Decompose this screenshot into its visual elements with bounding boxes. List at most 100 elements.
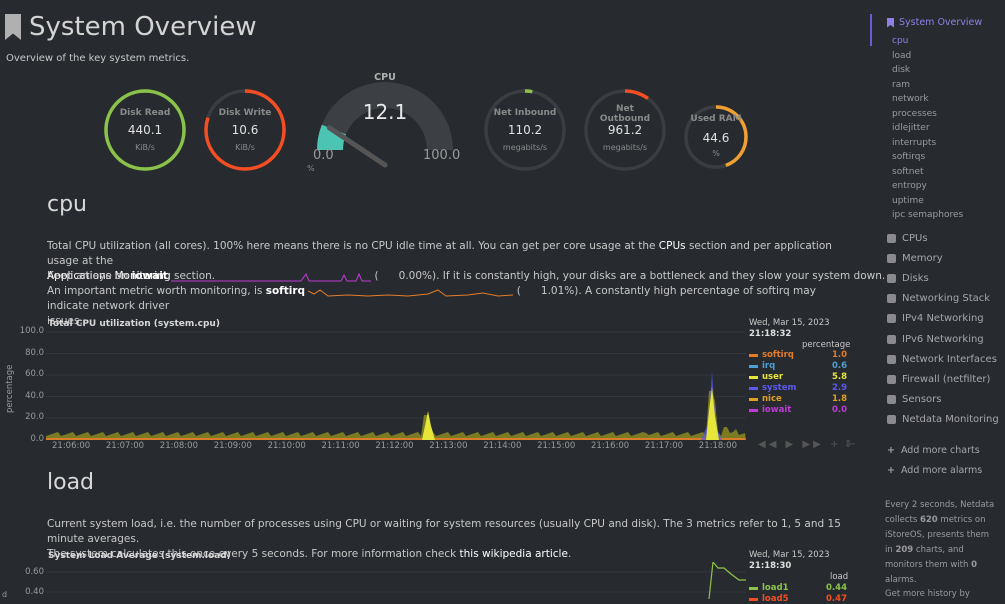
sidebar-group-sensors[interactable]: Sensors [887, 394, 942, 405]
sidebar-subitem-load[interactable]: load [892, 50, 912, 61]
gauge-unit: megabits/s [502, 143, 548, 152]
section-icon [887, 254, 896, 264]
sidebar-action-1[interactable]: + Add more alarms [887, 465, 982, 476]
bookmark-icon [887, 17, 894, 28]
legend-item-user[interactable]: user 5.8 [749, 372, 847, 382]
sidebar-subitem-softnet[interactable]: softnet [892, 166, 924, 177]
legend-swatch [749, 597, 758, 601]
gauge-2[interactable]: Net Inbound 110.2 megabits/s [483, 88, 567, 172]
sidebar-subitem-processes[interactable]: processes [892, 108, 937, 119]
gauge-label: Disk Write [218, 108, 272, 118]
sidebar-subitem-softirqs[interactable]: softirqs [892, 152, 926, 162]
gauge-unit: % [712, 149, 720, 158]
sidebar-info: Every 2 seconds, Netdata collects 620 me… [885, 500, 995, 585]
page-title: System Overview [29, 12, 257, 42]
sidebar-subitem-ipc-semaphores[interactable]: ipc semaphores [892, 210, 964, 220]
sidebar-action-0[interactable]: + Add more charts [887, 445, 980, 456]
cpu-chart-plot[interactable] [46, 331, 746, 440]
gauge-3[interactable]: Net Outbound 961.2 megabits/s [583, 88, 667, 172]
load-ytick: 0.40 [25, 587, 44, 597]
legend-item-irq[interactable]: irq 0.6 [749, 361, 847, 371]
legend-swatch [749, 386, 758, 390]
legend-swatch [749, 353, 758, 357]
legend-value: 1.0 [831, 350, 847, 360]
sidebar-group-label: IPv6 Networking [902, 333, 984, 345]
legend-item-system[interactable]: system 2.9 [749, 383, 847, 393]
cpu-xtick: 21:18:00 [698, 441, 737, 451]
softirq-note: An important metric worth monitoring, is… [47, 285, 816, 327]
gauge-arc [584, 89, 666, 171]
section-icon [887, 394, 896, 404]
section-icon [887, 374, 896, 384]
chart-nav-controls[interactable]: ◀◀ ▶ ▶▶ + − [758, 439, 859, 450]
gauge-ring [484, 89, 566, 171]
section-icon [887, 414, 896, 424]
wikipedia-link[interactable]: this wikipedia article [459, 548, 568, 560]
sidebar-group-memory[interactable]: Memory [887, 253, 943, 264]
sidebar-group-label: Memory [902, 253, 943, 265]
sidebar-subitem-idlejitter[interactable]: idlejitter [892, 123, 930, 133]
sidebar-subitem-interrupts[interactable]: interrupts [892, 137, 937, 148]
sidebar-group-ipv4-networking[interactable]: IPv4 Networking [887, 313, 984, 324]
sidebar-subitem-ram[interactable]: ram [892, 79, 910, 90]
sidebar-group-netdata-monitoring[interactable]: Netdata Monitoring [887, 414, 999, 425]
cpu-xtick: 21:16:00 [591, 441, 630, 451]
section-icon [887, 274, 896, 284]
cpu-gauge-fill [317, 124, 346, 150]
load-chart-plot[interactable] [46, 562, 746, 599]
cpus-link[interactable]: CPUs [658, 240, 686, 252]
cpu-ytick: 60.0 [25, 369, 44, 379]
cpu-gauge-min: 0.0 [313, 148, 334, 163]
cpu-xtick: 21:12:00 [375, 441, 414, 451]
sidebar-subitem-uptime[interactable]: uptime [892, 195, 924, 206]
cpu-legend-header: percentage [802, 340, 851, 350]
gauge-0[interactable]: Disk Read 440.1 KiB/s [103, 88, 187, 172]
sidebar-active-item[interactable]: System Overview [887, 17, 982, 28]
sidebar-active-marker [870, 14, 872, 46]
legend-item-load5[interactable]: load5 0.47 [749, 594, 847, 604]
gauge-4[interactable]: Used RAM 44.6% [683, 104, 749, 170]
cpu-chart-ylabel: percentage [5, 364, 15, 413]
sidebar-subitem-cpu[interactable]: cpu [892, 36, 909, 46]
sidebar-group-firewall-netfilter-[interactable]: Firewall (netfilter) [887, 374, 990, 385]
load-chart-title: System Load Average (system.load) [48, 551, 231, 561]
cpu-ytick: 80.0 [25, 347, 44, 358]
legend-item-softirq[interactable]: softirq 1.0 [749, 350, 847, 360]
sidebar-group-ipv6-networking[interactable]: IPv6 Networking [887, 334, 984, 345]
sidebar-group-networking-stack[interactable]: Networking Stack [887, 293, 990, 304]
section-icon [887, 234, 896, 243]
legend-swatch [749, 397, 758, 401]
sidebar-group-cpus[interactable]: CPUs [887, 233, 928, 244]
chart-resize-handle[interactable]: ⇕ [844, 439, 853, 450]
sidebar-group-label: Disks [902, 273, 929, 285]
gauge-label: Used RAM [690, 114, 742, 124]
legend-item-load1[interactable]: load1 0.44 [749, 583, 847, 593]
legend-name: user [762, 372, 784, 382]
gauge-ring [204, 89, 286, 171]
sidebar-group-label: Firewall (netfilter) [902, 373, 991, 385]
legend-name: load1 [762, 583, 789, 593]
load-ytick: 0.60 [25, 567, 44, 577]
load-legend-header: load [830, 572, 849, 582]
gauge-1[interactable]: Disk Write 10.6 KiB/s [203, 88, 287, 172]
sidebar-subitem-entropy[interactable]: entropy [892, 181, 927, 191]
sidebar-group-network-interfaces[interactable]: Network Interfaces [887, 354, 997, 365]
page-subtitle: Overview of the key system metrics. [6, 53, 190, 64]
applications-monitoring-link[interactable]: Applications Monitoring [47, 270, 171, 282]
legend-value: 1.8 [831, 394, 847, 404]
legend-item-iowait[interactable]: iowait 0.0 [749, 405, 847, 415]
sidebar-subitem-network[interactable]: network [892, 94, 929, 104]
softirq-sparkline [308, 289, 514, 297]
cpu-xtick: 21:07:00 [105, 441, 145, 451]
cpu-xtick: 21:11:00 [321, 441, 360, 451]
gauge-ring [684, 105, 748, 169]
sidebar-subitem-disk[interactable]: disk [892, 65, 911, 75]
cpu-xtick: 21:10:00 [267, 441, 306, 451]
legend-swatch [749, 364, 758, 368]
sidebar-group-disks[interactable]: Disks [887, 273, 929, 284]
load-chart-date: Wed, Mar 15, 2023 [749, 550, 830, 560]
cpu-xtick: 21:15:00 [537, 441, 576, 451]
legend-item-nice[interactable]: nice 1.8 [749, 394, 847, 404]
cpu-xtick: 21:06:00 [52, 441, 91, 451]
cpu-gauge[interactable]: CPU 12.1 0.0 100.0 % [305, 70, 465, 180]
